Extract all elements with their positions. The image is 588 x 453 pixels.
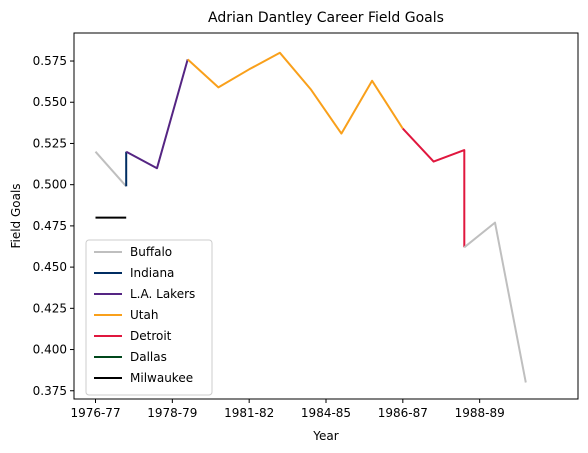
y-tick-label: 0.575 bbox=[33, 54, 67, 68]
y-tick-label: 0.525 bbox=[33, 136, 67, 150]
legend-label-milwaukee: Milwaukee bbox=[130, 371, 193, 385]
x-tick-label: 1984-85 bbox=[301, 406, 351, 420]
legend-label-utah: Utah bbox=[130, 308, 158, 322]
y-tick-label: 0.400 bbox=[33, 343, 67, 357]
x-tick-label: 1986-87 bbox=[378, 406, 428, 420]
x-tick-label: 1978-79 bbox=[147, 406, 197, 420]
series-line-l-a-lakers-2 bbox=[125, 59, 189, 170]
y-tick-label: 0.500 bbox=[33, 178, 67, 192]
y-tick-label: 0.450 bbox=[33, 260, 67, 274]
x-tick-label: 1981-82 bbox=[224, 406, 274, 420]
legend-label-indiana: Indiana bbox=[130, 266, 174, 280]
y-tick-label: 0.475 bbox=[33, 219, 67, 233]
y-axis-title: Field Goals bbox=[9, 183, 23, 248]
legend: Buffalo Indiana L.A. Lakers Utah Detroit Dall… bbox=[85, 239, 213, 396]
y-tick-label: 0.375 bbox=[33, 384, 67, 398]
x-axis-title: Year bbox=[312, 429, 338, 443]
x-tick-label: 1976-77 bbox=[70, 406, 120, 420]
y-tick-label: 0.550 bbox=[33, 95, 67, 109]
series-line-buffalo-0 bbox=[94, 151, 127, 187]
series-line-unnamed-7 bbox=[463, 221, 527, 383]
legend-label-buffalo: Buffalo bbox=[130, 245, 172, 259]
legend-label-dallas: Dallas bbox=[130, 350, 167, 364]
plot-area bbox=[94, 51, 527, 383]
legend-label-detroit: Detroit bbox=[130, 329, 172, 343]
legend-label-l-a-lakers: L.A. Lakers bbox=[130, 287, 195, 301]
y-tick-label: 0.425 bbox=[33, 301, 67, 315]
series-line-utah-3 bbox=[187, 51, 404, 135]
y-axis: 0.375 0.400 0.425 0.450 0.475 0.500 0.525 0.550… bbox=[33, 54, 74, 398]
x-tick-label: 1988-89 bbox=[455, 406, 505, 420]
x-axis: 1976-77 1978-79 1981-82 1984-85 1986-87 1988-… bbox=[70, 399, 505, 420]
chart-title: Adrian Dantley Career Field Goals bbox=[208, 10, 444, 26]
series-line-detroit-4 bbox=[402, 127, 466, 248]
